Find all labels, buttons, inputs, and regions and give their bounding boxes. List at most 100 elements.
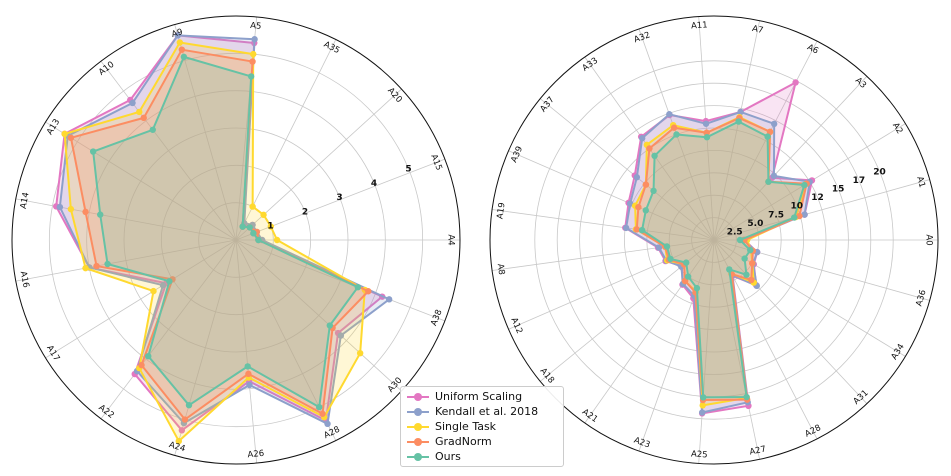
data-point xyxy=(255,236,262,244)
series-area xyxy=(635,117,808,402)
data-point xyxy=(684,273,692,280)
data-point xyxy=(682,259,690,266)
data-point xyxy=(663,243,671,250)
data-point xyxy=(246,224,253,231)
legend-item: Ours xyxy=(407,449,557,464)
data-point xyxy=(249,58,256,65)
grid-spoke xyxy=(713,40,818,241)
grid-spoke xyxy=(235,239,402,392)
category-label: A33 xyxy=(581,56,600,74)
grid-spoke xyxy=(698,16,715,241)
data-point xyxy=(138,361,145,369)
data-point xyxy=(749,260,756,267)
data-point xyxy=(633,226,640,233)
grid-spoke xyxy=(698,239,715,464)
data-point xyxy=(316,403,323,411)
legend-item: Uniform Scaling xyxy=(407,389,557,404)
data-point xyxy=(356,349,364,357)
data-point xyxy=(324,420,331,428)
category-label: A39 xyxy=(509,145,525,164)
data-point xyxy=(626,200,634,207)
data-point xyxy=(273,236,281,244)
data-point xyxy=(176,39,184,46)
category-label: A1 xyxy=(914,175,927,189)
data-point xyxy=(246,381,253,389)
radial-tick-label: 3 xyxy=(336,193,342,203)
grid-spoke xyxy=(492,239,715,271)
data-point xyxy=(747,246,754,254)
grid-spoke xyxy=(174,24,237,241)
data-point xyxy=(673,131,680,138)
category-label: A23 xyxy=(632,436,651,451)
legend-marker-icon xyxy=(407,451,429,463)
data-point xyxy=(743,393,750,401)
data-point xyxy=(82,208,89,216)
radial-tick-label: 15 xyxy=(832,185,845,195)
data-point xyxy=(247,73,255,80)
data-point xyxy=(140,114,147,122)
category-label: A12 xyxy=(508,316,524,335)
grid-spoke xyxy=(45,239,237,359)
data-point xyxy=(185,401,193,409)
data-point xyxy=(622,224,630,232)
legend-item: Single Task xyxy=(407,419,557,434)
category-label: A0 xyxy=(924,234,934,245)
outer-frame xyxy=(489,15,939,465)
data-point xyxy=(699,402,706,409)
data-point xyxy=(770,120,778,128)
data-point xyxy=(67,134,75,142)
data-point xyxy=(635,203,642,211)
data-point xyxy=(726,266,733,273)
legend-item: Kendall et al. 2018 xyxy=(407,404,557,419)
data-point xyxy=(385,296,393,303)
data-point xyxy=(792,79,799,86)
radar-chart-right: 2.55.07.51012151720A0A1A2A3A6A7A11A32A33… xyxy=(489,15,939,465)
radial-tick-label: 5 xyxy=(405,165,411,175)
data-point xyxy=(638,135,646,142)
legend-marker-icon xyxy=(407,391,429,403)
radial-tick-label: 4 xyxy=(371,179,377,189)
data-point xyxy=(642,181,650,188)
grid-spoke xyxy=(584,239,715,424)
grid-spoke xyxy=(100,61,237,241)
data-point xyxy=(646,145,653,152)
data-point xyxy=(93,262,100,270)
data-point xyxy=(239,223,246,230)
data-point xyxy=(765,178,772,185)
data-point xyxy=(651,152,658,160)
category-label: A6 xyxy=(805,43,820,57)
data-point xyxy=(136,108,143,116)
data-point xyxy=(764,133,771,140)
data-point xyxy=(354,284,362,291)
grid-spoke xyxy=(508,239,715,330)
data-point xyxy=(748,276,755,284)
data-point xyxy=(735,118,742,125)
data-point xyxy=(150,287,157,295)
category-label: A19 xyxy=(495,202,507,220)
data-point xyxy=(250,230,257,237)
legend-marker-icon xyxy=(407,421,429,433)
grid-spoke xyxy=(235,239,446,322)
grid-spoke xyxy=(713,239,760,460)
data-point xyxy=(251,36,258,43)
data-point xyxy=(698,409,706,416)
data-point xyxy=(766,128,774,136)
category-label: A7 xyxy=(751,24,764,36)
data-point xyxy=(319,410,326,417)
radial-tick-label: 7.5 xyxy=(768,210,784,220)
data-point xyxy=(166,278,173,285)
legend-marker-icon xyxy=(407,436,429,448)
grid-spoke xyxy=(492,209,715,241)
data-point xyxy=(700,394,707,401)
data-point xyxy=(770,172,778,180)
legend-marker-icon xyxy=(407,406,429,418)
category-label: A4 xyxy=(446,234,456,245)
data-point xyxy=(178,427,186,434)
category-label: A32 xyxy=(633,30,652,45)
category-label: A2 xyxy=(890,121,904,136)
legend-label: Ours xyxy=(435,450,461,463)
data-point xyxy=(801,211,808,218)
category-label: A25 xyxy=(691,449,708,460)
data-point xyxy=(693,284,701,292)
